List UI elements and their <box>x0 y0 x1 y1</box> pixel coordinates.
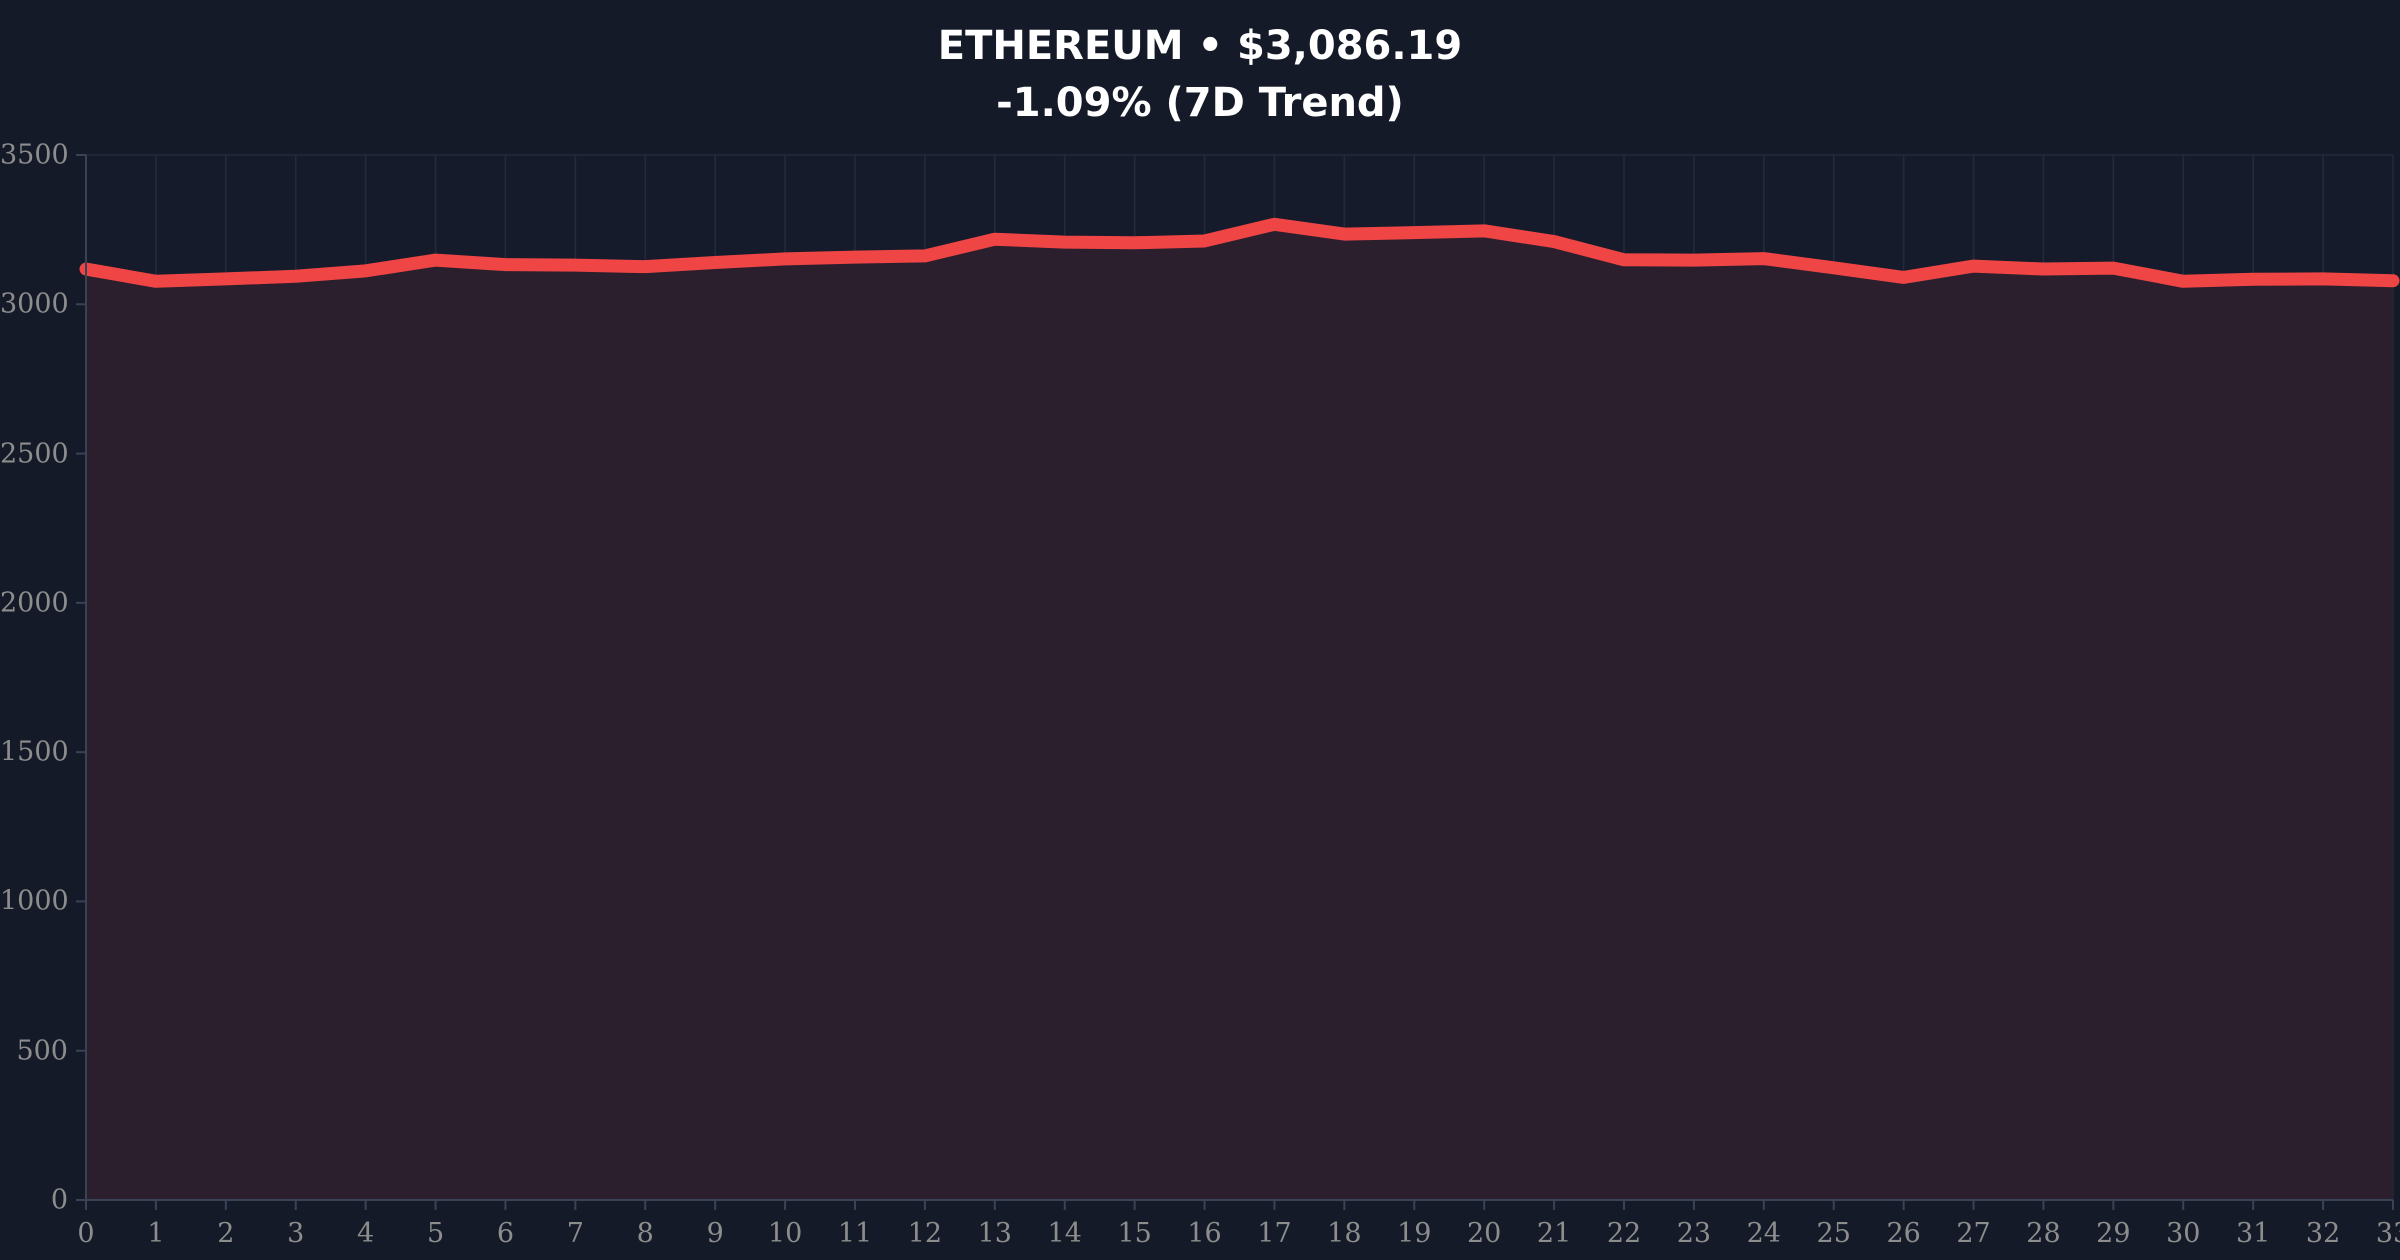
x-axis-tick-label: 31 <box>2235 1218 2271 1249</box>
x-axis-tick-label: 3 <box>287 1218 305 1249</box>
x-axis-tick-label: 10 <box>767 1218 803 1249</box>
x-axis-tick-label: 32 <box>2305 1218 2341 1249</box>
x-axis-tick-label: 7 <box>566 1218 584 1249</box>
x-axis-tick-label: 24 <box>1746 1218 1781 1249</box>
x-axis-tick-label: 33 <box>2375 1218 2400 1249</box>
x-axis-tick-label: 30 <box>2166 1218 2201 1249</box>
y-axis-tick-label: 1000 <box>0 885 69 917</box>
axis-spines <box>85 155 2393 1201</box>
x-axis-tick-label: 19 <box>1397 1218 1432 1249</box>
x-axis-tick-label: 26 <box>1886 1218 1921 1249</box>
y-axis-tick-label: 500 <box>16 1035 68 1067</box>
x-axis-tick-label: 15 <box>1117 1218 1152 1249</box>
x-axis-tick-label: 25 <box>1816 1218 1851 1249</box>
x-axis-tick-label: 28 <box>2026 1218 2061 1249</box>
axis-tickmarks <box>76 154 2394 1210</box>
x-axis-tick-label: 23 <box>1676 1218 1712 1249</box>
x-axis-tick-label: 11 <box>837 1218 873 1249</box>
x-axis-tick-label: 20 <box>1466 1218 1502 1249</box>
area-fill <box>86 224 2393 1200</box>
x-axis-tick-label: 14 <box>1047 1218 1082 1249</box>
x-axis-tick-label: 8 <box>636 1218 654 1249</box>
x-axis-tick-label: 16 <box>1187 1218 1222 1249</box>
y-axis-tick-label: 2000 <box>0 587 69 619</box>
y-axis-tick-label: 3000 <box>0 288 69 320</box>
x-axis-tick-label: 18 <box>1327 1218 1362 1249</box>
x-axis-tick-label: 1 <box>147 1218 165 1249</box>
y-axis-tick-label: 3500 <box>0 139 69 171</box>
x-axis-tick-label: 13 <box>977 1218 1012 1249</box>
x-axis-tick-label: 6 <box>496 1218 515 1249</box>
x-axis-tick-label: 5 <box>426 1218 445 1249</box>
x-axis-tick-label: 0 <box>77 1218 95 1249</box>
x-axis-tick-label: 27 <box>1956 1218 1991 1249</box>
y-axis-tick-label: 0 <box>50 1184 68 1216</box>
x-axis-tick-label: 2 <box>217 1218 235 1249</box>
price-line <box>79 217 2400 288</box>
x-axis-tick-label: 21 <box>1536 1218 1572 1249</box>
x-axis-tick-label: 12 <box>907 1218 943 1249</box>
x-axis-tick-label: 17 <box>1257 1218 1292 1249</box>
x-axis-tick-label: 22 <box>1606 1218 1642 1249</box>
x-axis-tick-label: 4 <box>357 1218 375 1249</box>
y-axis-tick-label: 2500 <box>0 438 69 470</box>
y-axis-tick-label: 1500 <box>0 736 69 768</box>
x-axis-tick-label: 29 <box>2096 1218 2131 1249</box>
x-axis-tick-label: 9 <box>706 1218 724 1249</box>
